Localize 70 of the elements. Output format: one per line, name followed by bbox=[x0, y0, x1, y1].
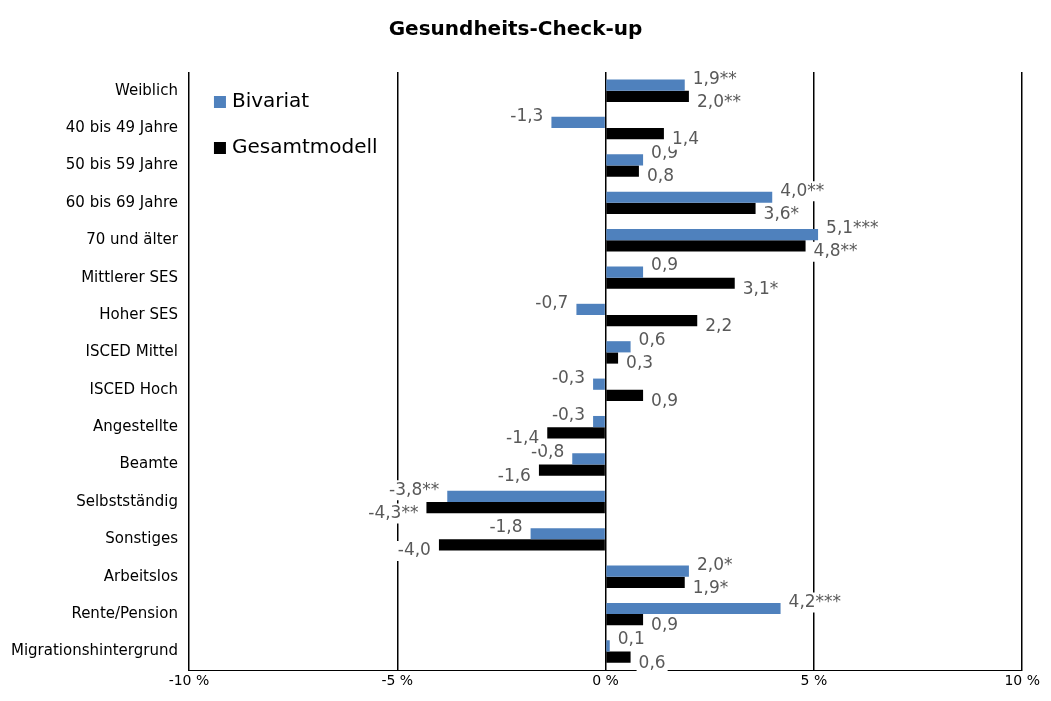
data-label: 4,8** bbox=[813, 240, 858, 261]
data-label: 3,6* bbox=[763, 202, 800, 223]
y-tick-label: Rente/Pension bbox=[71, 604, 178, 623]
chart-title: Gesundheits-Check-up bbox=[388, 16, 643, 41]
data-label: 2,2 bbox=[705, 315, 733, 336]
y-tick-label: Selbstständig bbox=[76, 491, 178, 510]
bar bbox=[593, 378, 605, 390]
data-label: -4,3** bbox=[368, 501, 419, 522]
x-tick-label: 10 % bbox=[1004, 672, 1041, 689]
y-tick-label: ISCED Mittel bbox=[85, 342, 178, 361]
data-label: -0,7 bbox=[535, 291, 569, 312]
bar bbox=[447, 490, 605, 502]
data-label: -0,3 bbox=[551, 366, 586, 387]
bar bbox=[576, 303, 605, 316]
y-tick-label: 40 bis 49 Jahre bbox=[65, 117, 178, 136]
data-label: 1,9* bbox=[692, 576, 729, 597]
bar bbox=[551, 116, 605, 129]
bar bbox=[606, 602, 781, 615]
data-label: -3,8** bbox=[389, 478, 440, 499]
legend-label: Bivariat bbox=[231, 88, 310, 113]
data-label: 1,4 bbox=[671, 128, 699, 149]
data-label: 4,2*** bbox=[788, 590, 842, 611]
data-label: 2,0** bbox=[696, 90, 741, 111]
data-label: -1,3 bbox=[510, 104, 544, 125]
data-label: 0,8 bbox=[646, 165, 674, 186]
bar bbox=[572, 453, 605, 465]
y-tick-label: Angestellte bbox=[93, 417, 178, 436]
data-label: -1,8 bbox=[489, 516, 523, 537]
data-label: 0,6 bbox=[638, 651, 666, 672]
y-tick-label: Arbeitslos bbox=[103, 566, 179, 585]
y-tick-label: Hoher SES bbox=[99, 304, 178, 323]
bar bbox=[606, 640, 610, 652]
y-tick-label: ISCED Hoch bbox=[89, 379, 178, 398]
y-tick-label: 50 bis 59 Jahre bbox=[65, 155, 178, 174]
data-label: 0,9 bbox=[651, 254, 679, 275]
x-tick-label: 5 % bbox=[800, 672, 828, 689]
data-label: 0,9 bbox=[651, 614, 679, 635]
bar bbox=[606, 266, 644, 278]
y-tick-label: Migrationshintergrund bbox=[10, 641, 178, 660]
legend-label: Gesamtmodell bbox=[231, 134, 378, 159]
y-tick-label: Mittlerer SES bbox=[81, 267, 178, 286]
y-tick-label: Beamte bbox=[119, 454, 178, 473]
x-tick-label: -5 % bbox=[381, 672, 414, 689]
data-label: -1,6 bbox=[497, 464, 531, 485]
data-label: 0,3 bbox=[626, 352, 654, 373]
data-label: -4,0 bbox=[397, 539, 431, 560]
y-tick-label: 70 und älter bbox=[86, 230, 179, 249]
y-tick-label: Weiblich bbox=[114, 80, 178, 99]
data-label: 2,0* bbox=[696, 553, 733, 574]
bar bbox=[606, 191, 773, 203]
bar bbox=[606, 565, 689, 577]
data-label: 4,0** bbox=[780, 179, 825, 200]
data-label: -0,3 bbox=[551, 403, 586, 424]
x-tick-label: -10 % bbox=[168, 672, 210, 689]
bar bbox=[606, 154, 644, 166]
bar bbox=[593, 415, 605, 428]
data-label: 5,1*** bbox=[826, 217, 879, 238]
data-label: 0,6 bbox=[638, 329, 666, 350]
x-tick-label: 0 % bbox=[592, 672, 619, 689]
bar bbox=[606, 79, 685, 91]
bar bbox=[530, 528, 605, 540]
data-label: -1,4 bbox=[506, 427, 540, 448]
data-label: 0,1 bbox=[617, 628, 645, 649]
data-label: 0,9 bbox=[651, 389, 679, 410]
data-label: 3,1* bbox=[742, 277, 779, 298]
bar bbox=[606, 229, 819, 241]
bar bbox=[606, 341, 631, 353]
data-label: 1,9** bbox=[692, 67, 737, 88]
y-tick-label: 60 bis 69 Jahre bbox=[65, 192, 178, 211]
y-tick-label: Sonstiges bbox=[105, 529, 179, 548]
